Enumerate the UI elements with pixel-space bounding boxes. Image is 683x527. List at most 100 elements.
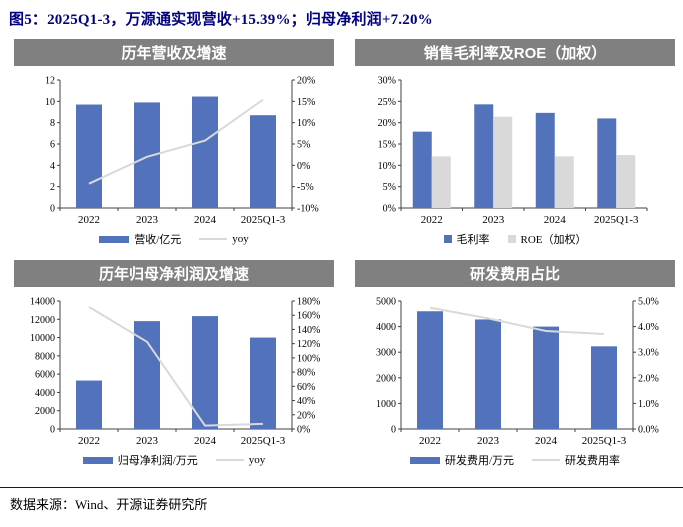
svg-text:0: 0 [50,425,55,436]
svg-text:3000: 3000 [376,348,396,359]
legend-line-marker [215,459,244,461]
legend-item: yoy [199,233,249,245]
panel-margin-roe: 销售毛利率及ROE（加权） 0% 5% 10% 15% 20% 25% 30% 2022 2023… [355,39,675,248]
svg-text:6: 6 [50,140,55,151]
bar-margin-roe-1 [493,116,513,208]
legend-item: 研发费用率 [532,452,620,468]
legend-swatch [507,235,516,243]
x-tick-label: 2025Q1-3 [582,435,627,447]
svg-text:1.0%: 1.0% [638,399,659,410]
svg-text:0: 0 [391,425,396,436]
svg-text:140%: 140% [297,325,320,336]
legend-label: 营收/亿元 [134,234,182,246]
bar-margin-roe-3 [597,118,617,208]
legend-label: yoy [232,233,249,245]
legend-item: yoy [215,454,265,466]
chart-title-net-profit: 历年归母净利润及增速 [14,260,334,287]
svg-text:25%: 25% [378,97,396,108]
chart-revenue: 0 2 4 6 8 10 12 -10% -5% 0% 5% 10% 15% 20% 2022 2023 202… [45,76,319,227]
legend-label: 研发费用率 [565,455,621,467]
legend-margin-roe: 毛利率 ROE（加权） [355,230,675,248]
svg-text:2: 2 [50,182,55,193]
chart-title-margin-roe: 销售毛利率及ROE（加权） [355,39,675,66]
chart-title-rnd: 研发费用占比 [355,260,675,287]
x-tick-label: 2022 [78,435,100,447]
legend-net-profit: 归母净利润/万元 yoy [14,451,334,469]
panel-net-profit-growth: 历年归母净利润及增速 0 2000 4000 6000 8000 10000 12000 140… [14,260,334,469]
x-tick-label: 2024 [194,214,217,226]
svg-text:15%: 15% [378,140,396,151]
line-net-profit [88,306,264,427]
chart-rnd: 0 1000 2000 3000 4000 5000 0.0% 1.0% 2.0% 3.0% 4.0… [376,297,659,448]
svg-text:100%: 100% [297,353,320,364]
x-tick-label: 2025Q1-3 [241,435,286,447]
svg-text:10%: 10% [378,161,396,172]
svg-text:20%: 20% [297,76,315,87]
svg-text:3.0%: 3.0% [638,348,659,359]
panel-rnd-expense: 研发费用占比 0 1000 2000 3000 4000 5000 0.0% 1.0% 2.0% 3… [355,260,675,469]
line-revenue [88,98,264,185]
chart-net-profit: 0 2000 4000 6000 8000 10000 12000 14000 0% 20% 40%… [30,297,320,448]
svg-text:20%: 20% [297,410,315,421]
line-rnd [429,306,605,336]
chart-margin-roe: 0% 5% 10% 15% 20% 25% 30% 2022 2023 2024 2025Q1-3 [378,76,648,226]
bar-net-profit-0 [76,380,102,429]
svg-text:0%: 0% [383,204,396,215]
svg-text:14000: 14000 [30,297,55,308]
svg-text:4000: 4000 [376,322,396,333]
svg-text:12000: 12000 [30,315,55,326]
svg-text:2000: 2000 [35,406,55,417]
legend-label: 研发费用/万元 [444,455,515,467]
legend-rnd: 研发费用/万元 研发费用率 [355,451,675,469]
x-tick-label: 2024 [194,435,217,447]
legend-item: 营收/亿元 [99,231,181,247]
x-tick-label: 2023 [136,435,159,447]
svg-text:2.0%: 2.0% [638,373,659,384]
svg-text:0.0%: 0.0% [638,425,659,436]
figure-title: 图5：2025Q1-3，万源通实现营收+15.39%；归母净利润+7.20% [9,12,433,28]
svg-text:4.0%: 4.0% [638,322,659,333]
svg-text:4: 4 [50,161,55,172]
svg-text:80%: 80% [297,368,315,379]
svg-text:40%: 40% [297,396,315,407]
x-tick-label: 2023 [136,214,159,226]
legend-revenue: 营收/亿元 yoy [14,230,334,248]
x-tick-label: 2022 [419,435,441,447]
bar-net-profit-1 [134,321,160,429]
bar-revenue-3 [250,115,276,208]
x-tick-label: 2023 [482,214,505,226]
svg-text:180%: 180% [297,297,320,308]
x-tick-label: 2023 [477,435,500,447]
bar-revenue-0 [76,104,102,208]
svg-text:15%: 15% [297,97,315,108]
bar-net-profit-2 [192,316,218,429]
data-source-text: 数据来源：Wind、开源证券研究所 [10,497,208,512]
svg-text:1000: 1000 [376,399,396,410]
bar-margin-roe-1 [474,104,494,208]
legend-swatch [82,456,113,464]
data-source: 数据来源：Wind、开源证券研究所 [0,487,683,513]
legend-line-marker [532,459,561,461]
x-tick-label: 2022 [78,214,100,226]
svg-text:-5%: -5% [297,182,314,193]
svg-text:5%: 5% [297,140,310,151]
svg-text:10%: 10% [297,118,315,129]
x-tick-label: 2025Q1-3 [241,214,286,226]
svg-text:8: 8 [50,118,55,129]
svg-text:120%: 120% [297,339,320,350]
svg-text:2000: 2000 [376,373,396,384]
bar-revenue-2 [192,96,218,208]
svg-text:60%: 60% [297,382,315,393]
legend-swatch [443,235,452,243]
bar-margin-roe-0 [412,131,432,208]
legend-swatch [99,235,130,243]
svg-text:-10%: -10% [297,204,319,215]
legend-label: 归母净利润/万元 [117,455,198,467]
svg-text:0%: 0% [297,161,310,172]
bar-margin-roe-0 [431,156,451,208]
charts-grid: 历年营收及增速 0 2 4 6 8 10 12 -10% -5% 0% 5% 10% 15% 20% 2022… [14,39,675,469]
svg-text:160%: 160% [297,311,320,322]
x-tick-label: 2025Q1-3 [594,214,639,226]
panel-revenue-growth: 历年营收及增速 0 2 4 6 8 10 12 -10% -5% 0% 5% 10% 15% 20% 2022… [14,39,334,248]
svg-text:5000: 5000 [376,297,396,308]
